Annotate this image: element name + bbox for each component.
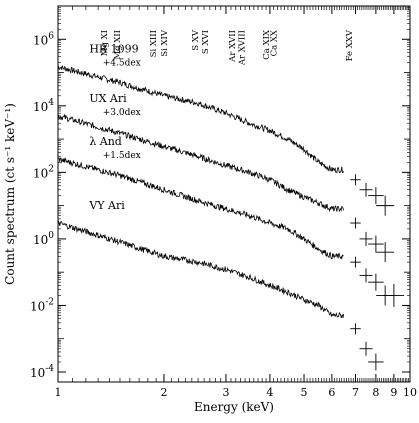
line-label: S XVI	[201, 30, 211, 54]
line-label: Ca XX	[270, 29, 280, 56]
line-label: Ca XIX	[262, 29, 272, 60]
y-tick-exp: 4	[48, 98, 54, 108]
y-tick-exp: -2	[45, 297, 54, 307]
y-tick-base: 10	[30, 299, 45, 313]
y-tick-base: 10	[33, 33, 48, 47]
y-tick-label: 106	[33, 31, 54, 47]
y-tick-label: 10-2	[30, 297, 54, 313]
line-label: Si XIV	[160, 29, 170, 57]
y-tick-label: 100	[33, 231, 54, 247]
series-name: UX Ari	[89, 92, 127, 105]
x-tick-label: 3	[222, 386, 229, 399]
series-offset: +3.0dex	[103, 108, 141, 118]
series-1: UX Ari +3.0dex	[57, 92, 395, 263]
line-label: Ar XVII	[228, 30, 238, 63]
plot-frame	[57, 5, 411, 383]
series-2: λ And +1.5dex	[57, 135, 395, 306]
spectrum-trace	[57, 220, 344, 319]
line-label: S XV	[191, 29, 201, 51]
x-tick-label: 2	[160, 386, 167, 399]
y-tick-base: 10	[30, 366, 45, 380]
x-tick-label: 7	[352, 386, 359, 399]
series-name: VY Ari	[88, 199, 125, 212]
y-tick-base: 10	[33, 233, 48, 247]
spectrum-trace	[57, 157, 344, 260]
series-offset: +1.5dex	[103, 151, 141, 161]
x-tick-label: 4	[266, 386, 273, 399]
series-3: VY Ari	[57, 199, 405, 371]
x-tick-label: 9	[390, 386, 397, 399]
spectrum-trace	[57, 113, 344, 213]
y-tick-exp: -4	[45, 364, 54, 374]
y-tick-label: 104	[33, 98, 54, 114]
line-label: Fe XXV	[345, 29, 355, 61]
y-tick-label: 10-4	[30, 364, 54, 380]
series-offset: +4.5dex	[103, 59, 141, 69]
x-tick-label: 6	[328, 386, 335, 399]
y-tick-exp: 6	[48, 31, 54, 41]
y-tick-exp: 2	[48, 164, 54, 174]
y-tick-base: 10	[33, 166, 48, 180]
line-label: Mg XII	[113, 30, 123, 60]
line-label: Ar XVIII	[237, 30, 247, 66]
x-tick-label: 10	[403, 386, 417, 399]
x-tick-label: 5	[301, 386, 308, 399]
line-label: Si XIII	[149, 30, 159, 57]
series-name: λ And	[89, 135, 122, 148]
x-axis-label: Energy (keV)	[194, 400, 274, 414]
y-tick-exp: 0	[48, 231, 54, 241]
series-0: HR 1099 +4.5dex	[57, 43, 395, 216]
y-axis-label: Count spectrum (ct s⁻¹ keV⁻¹)	[3, 103, 17, 285]
x-tick-label: 8	[372, 386, 379, 399]
y-tick-base: 10	[33, 100, 48, 114]
line-label: Mg XI	[100, 30, 110, 56]
series-name: HR 1099	[89, 43, 138, 56]
spectrum-trace	[57, 65, 344, 174]
y-tick-label: 102	[33, 164, 54, 180]
x-tick-label: 1	[55, 386, 62, 399]
